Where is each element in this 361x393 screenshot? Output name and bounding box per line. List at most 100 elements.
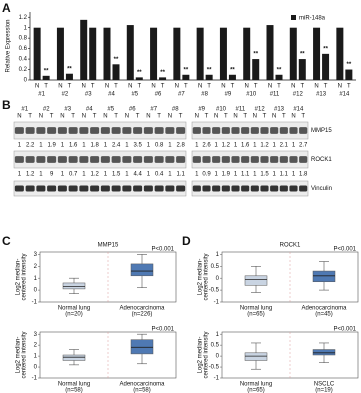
significance: ** — [44, 68, 49, 74]
x-tick-label: Normal lung — [240, 306, 272, 312]
bar — [275, 74, 283, 80]
blot-band — [212, 185, 221, 192]
sample-label: #9 — [198, 107, 205, 113]
blot-band — [47, 156, 57, 163]
y-tick-label: 0.5 — [211, 343, 220, 349]
box — [312, 270, 336, 283]
lane-label: N — [17, 114, 21, 120]
band-ratio: 1 — [168, 143, 172, 149]
blot-band — [241, 156, 250, 163]
blot-band — [57, 156, 67, 163]
bar — [345, 69, 353, 80]
y-tick-label: 1 — [34, 276, 38, 282]
panel-label: C — [2, 234, 11, 248]
sample-label: #4 — [86, 107, 93, 113]
group-label: N — [198, 84, 202, 90]
bar — [243, 27, 251, 81]
lane-label: T — [71, 114, 75, 120]
blot-band — [260, 185, 269, 192]
blot-band — [25, 185, 35, 192]
bar — [65, 73, 73, 80]
blot-band — [299, 185, 308, 192]
box — [62, 282, 86, 290]
lane-label: T — [205, 114, 209, 120]
lane-label: T — [243, 114, 247, 120]
bar — [298, 59, 306, 80]
bar — [252, 59, 260, 80]
band-ratio: 2.2 — [26, 143, 35, 149]
blot-band — [176, 156, 186, 163]
y-tick-label: 0.8 — [19, 36, 28, 42]
blot-band — [122, 156, 132, 163]
group-label: N — [268, 84, 272, 90]
group-label: T — [277, 84, 281, 90]
chart-title: MMP15 — [98, 243, 119, 249]
blot-band — [68, 156, 78, 163]
blot-band — [79, 156, 89, 163]
blot-band — [176, 127, 186, 134]
sample-label: #11 — [236, 107, 246, 113]
blot-strip — [191, 180, 309, 197]
y-axis-label: Log2 median- — [16, 337, 22, 374]
bar — [336, 27, 344, 81]
panel-label: A — [2, 1, 11, 15]
band-ratio: 2.7 — [299, 143, 308, 149]
lane-label: N — [233, 114, 237, 120]
group-label: N — [221, 84, 225, 90]
box — [130, 339, 154, 355]
band-ratio: 4.4 — [133, 172, 142, 178]
significance: ** — [253, 52, 258, 58]
row-label: Vinculin — [311, 186, 332, 192]
y-axis-label: Relative Expression — [6, 19, 12, 72]
x-tick-label: #7 — [178, 92, 185, 98]
band-ratio: 0.7 — [69, 172, 78, 178]
blot-band — [192, 127, 201, 134]
blot-band — [231, 156, 240, 163]
n-label: (n=58) — [133, 388, 151, 393]
blot-band — [270, 156, 279, 163]
y-tick-label: 0 — [216, 354, 220, 360]
blot-band — [111, 127, 121, 134]
significance: ** — [323, 46, 328, 52]
blot-band — [221, 185, 230, 192]
blot-band — [25, 156, 35, 163]
bar — [135, 77, 143, 80]
blot-band — [154, 185, 164, 192]
band-ratio: 1.1 — [280, 172, 289, 178]
y-tick-label: 3 — [34, 332, 38, 338]
bar — [126, 25, 134, 80]
lane-label: N — [195, 114, 199, 120]
band-ratio: 1 — [125, 172, 129, 178]
band-ratio: 1.6 — [69, 143, 78, 149]
band-ratio: 1 — [234, 172, 238, 178]
blot-band — [250, 156, 259, 163]
group-label: N — [35, 84, 39, 90]
lane-label: T — [93, 114, 97, 120]
band-ratio: 1 — [61, 172, 65, 178]
lane-label: N — [272, 114, 276, 120]
blot-band — [100, 127, 110, 134]
box — [130, 263, 154, 277]
blot-band — [231, 185, 240, 192]
row-label: ROCK1 — [311, 157, 332, 163]
blot-band — [122, 127, 132, 134]
bar — [56, 27, 64, 81]
chart-title: ROCK1 — [280, 243, 301, 249]
lane-label: N — [60, 114, 64, 120]
bar — [322, 53, 330, 80]
y-tick-label: 1 — [216, 252, 220, 258]
n-label: (n=45) — [315, 312, 333, 318]
box — [312, 349, 336, 356]
band-ratio: 1 — [168, 172, 172, 178]
y-tick-label: 0.2 — [19, 67, 28, 73]
y-tick-label: 3 — [34, 252, 38, 258]
blot-band — [279, 127, 288, 134]
blot-band — [14, 156, 24, 163]
sample-label: #12 — [255, 107, 266, 113]
blot-band — [25, 127, 35, 134]
group-label: N — [338, 84, 342, 90]
blot-band — [165, 127, 175, 134]
bar — [182, 74, 190, 80]
x-tick-label: Normal lung — [240, 382, 272, 388]
band-ratio: 1 — [104, 143, 108, 149]
